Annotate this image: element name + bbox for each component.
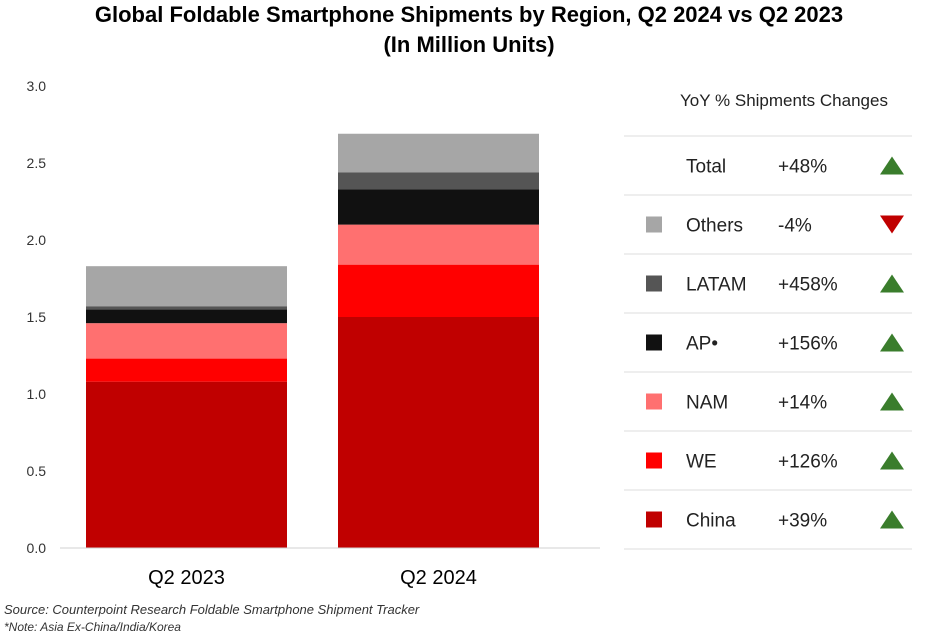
bar-segment-china bbox=[86, 381, 287, 548]
y-tick-label: 1.0 bbox=[27, 386, 47, 402]
chart-area: 0.0 0.5 1.0 1.5 2.0 2.5 3.0 Q2 2023 Q2 2024 YoY %… bbox=[27, 78, 912, 589]
legend-swatch-nam bbox=[646, 393, 662, 410]
source-note: Source: Counterpoint Research Foldable S… bbox=[4, 602, 420, 617]
x-tick-label: Q2 2024 bbox=[400, 567, 477, 589]
legend-swatch-latam bbox=[646, 275, 662, 292]
bar-segment-others bbox=[86, 266, 287, 307]
bar-segment-ap bbox=[338, 189, 539, 225]
bar-segment-others bbox=[338, 133, 539, 173]
yoy-row-value: +14% bbox=[778, 393, 827, 414]
yoy-row-label: WE bbox=[686, 452, 717, 473]
y-tick-label: 0.5 bbox=[27, 463, 47, 479]
up-arrow-icon bbox=[880, 392, 904, 411]
legend-swatch-china bbox=[646, 511, 662, 528]
up-arrow-icon bbox=[880, 510, 904, 529]
legend-swatch-others bbox=[646, 216, 662, 233]
yoy-row-value: +48% bbox=[778, 157, 827, 178]
bar-segment-we bbox=[86, 358, 287, 382]
bar-segment-latam bbox=[86, 306, 287, 310]
bar-segment-nam bbox=[86, 323, 287, 359]
legend-swatch-we bbox=[646, 452, 662, 469]
bar-segment-ap bbox=[86, 309, 287, 324]
chart-subtitle: (In Million Units) bbox=[383, 32, 555, 57]
x-tick-label: Q2 2023 bbox=[148, 567, 225, 589]
bar-segment-nam bbox=[338, 224, 539, 265]
yoy-row-value: -4% bbox=[778, 216, 812, 237]
yoy-row-label: Others bbox=[686, 216, 743, 237]
up-arrow-icon bbox=[880, 156, 904, 175]
yoy-row-value: +458% bbox=[778, 275, 838, 296]
bar-segment-latam bbox=[338, 172, 539, 190]
y-tick-label: 1.5 bbox=[27, 309, 47, 325]
bar-segment-china bbox=[338, 317, 539, 548]
bar-segment-we bbox=[338, 264, 539, 317]
yoy-row-value: +156% bbox=[778, 334, 838, 355]
footnote: *Note: Asia Ex-China/India/Korea bbox=[4, 620, 181, 634]
y-tick-label: 0.0 bbox=[27, 540, 47, 556]
yoy-row-label: China bbox=[686, 511, 736, 532]
yoy-row-value: +39% bbox=[778, 511, 827, 532]
yoy-table-header: YoY % Shipments Changes bbox=[680, 91, 888, 110]
yoy-row-label: NAM bbox=[686, 393, 728, 414]
legend-swatch-ap bbox=[646, 334, 662, 351]
up-arrow-icon bbox=[880, 451, 904, 470]
chart-title: Global Foldable Smartphone Shipments by … bbox=[94, 2, 844, 27]
y-tick-label: 3.0 bbox=[27, 78, 47, 94]
yoy-row-value: +126% bbox=[778, 452, 838, 473]
up-arrow-icon bbox=[880, 333, 904, 352]
yoy-row-label: AP• bbox=[686, 334, 718, 355]
y-tick-label: 2.0 bbox=[27, 232, 47, 248]
yoy-row-label: Total bbox=[686, 157, 726, 178]
yoy-row-label: LATAM bbox=[686, 275, 747, 296]
down-arrow-icon bbox=[880, 215, 904, 234]
up-arrow-icon bbox=[880, 274, 904, 293]
y-tick-label: 2.5 bbox=[27, 155, 47, 171]
